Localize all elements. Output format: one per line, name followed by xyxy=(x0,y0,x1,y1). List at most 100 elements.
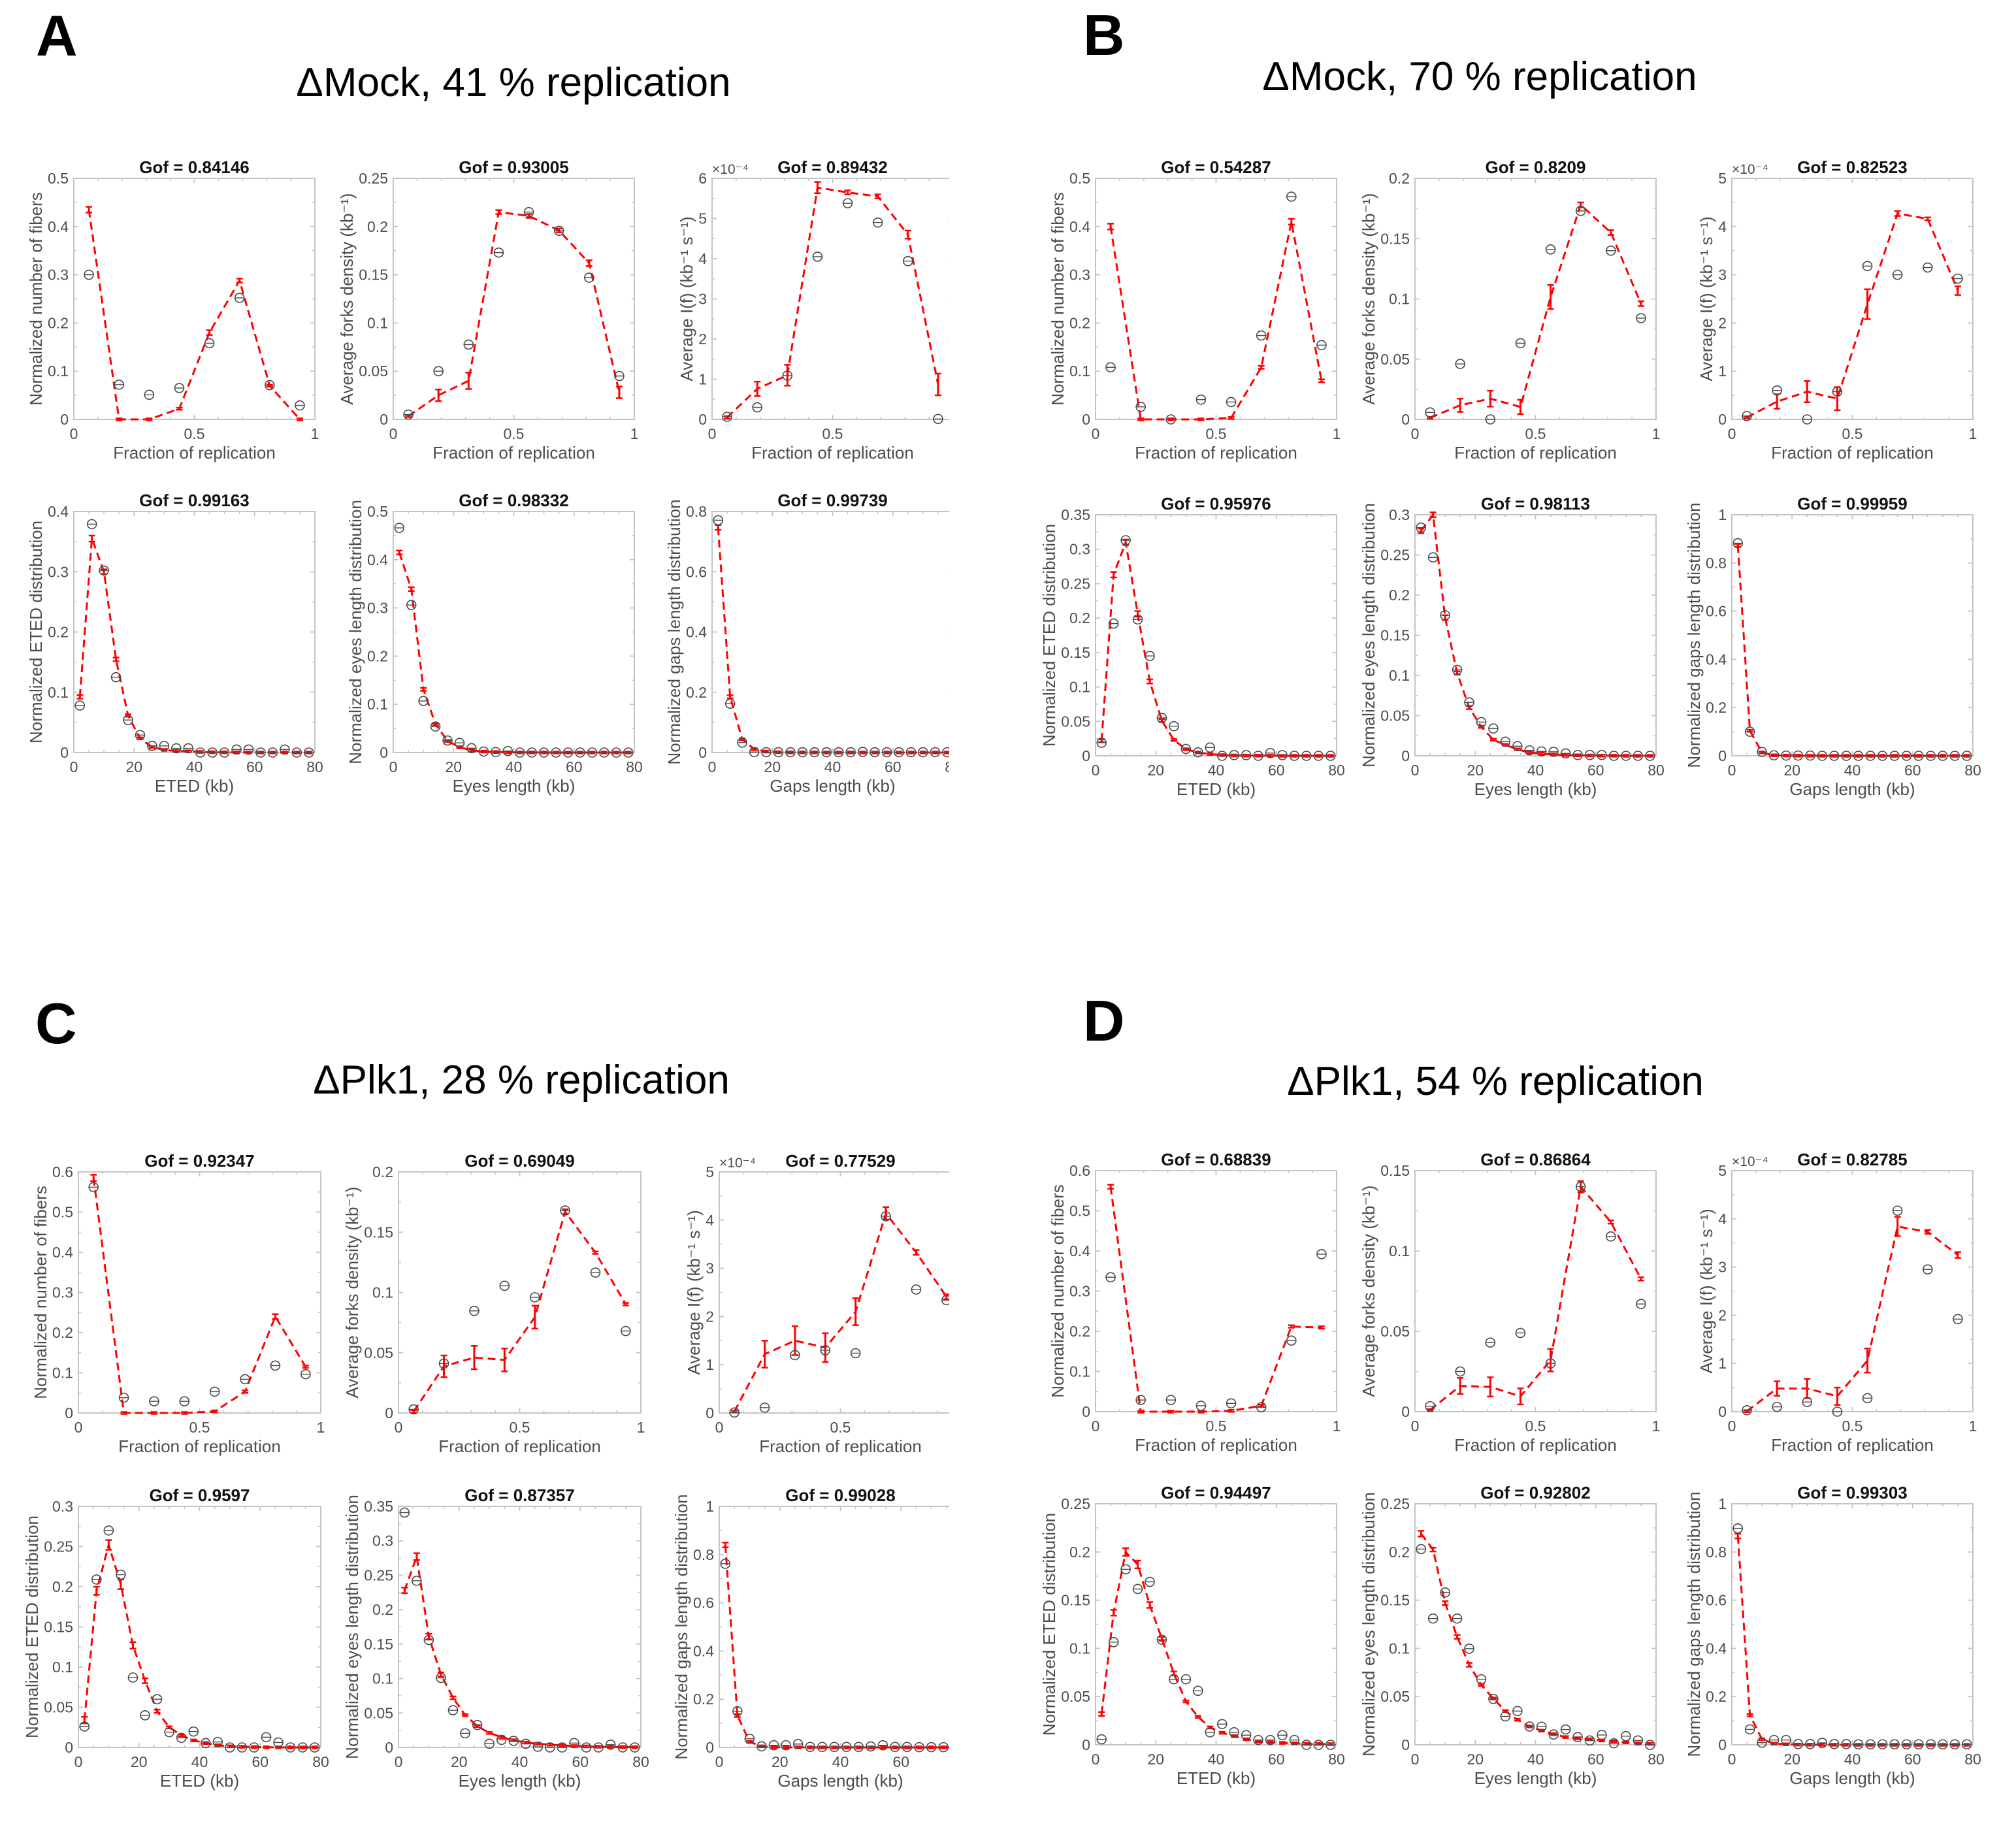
model-point xyxy=(592,1250,599,1255)
data-point xyxy=(1313,751,1324,761)
model-point xyxy=(1526,751,1533,754)
model-point xyxy=(1924,216,1931,221)
data-point xyxy=(231,744,242,755)
data-point xyxy=(729,1407,740,1418)
y-axis-label: Normalized gaps length distribution xyxy=(672,1494,691,1759)
data-point xyxy=(1606,1231,1616,1242)
y-axis-label: Average I(f) (kb⁻¹ s⁻¹) xyxy=(1697,216,1716,381)
gof-title: Gof = 0.99163 xyxy=(139,491,249,510)
model-point xyxy=(1207,752,1214,756)
data-point xyxy=(309,1742,320,1753)
data-point xyxy=(575,747,585,758)
model-point xyxy=(883,1206,890,1221)
data-point xyxy=(1865,1739,1876,1750)
model-point xyxy=(129,1641,137,1649)
y-tick-label: 0.6 xyxy=(1069,1162,1090,1179)
model-point xyxy=(1288,218,1295,226)
gof-title: Gof = 0.84146 xyxy=(139,157,249,177)
data-point xyxy=(850,1348,861,1359)
data-point xyxy=(176,1732,187,1744)
ticks xyxy=(1095,514,1337,756)
model-line xyxy=(1746,212,1959,419)
data-point xyxy=(722,412,732,422)
data-point xyxy=(918,747,928,758)
data-point xyxy=(463,339,474,350)
model-line xyxy=(1429,1184,1642,1411)
axes-box xyxy=(1095,514,1337,756)
model-point xyxy=(105,1539,112,1551)
data-point xyxy=(1913,1739,1924,1750)
x-tick-label: 1 xyxy=(949,425,958,442)
x-tick-label: 20 xyxy=(1783,1751,1800,1768)
x-tick-label: 80 xyxy=(626,758,643,775)
subplot-eted: 0 20 40 60 80 0 0.05 0.1 0.15 0.2 0.25 0.3 0.35Norma… xyxy=(1039,494,1345,799)
y-axis-label: Normalized eyes length distribution xyxy=(342,1495,362,1759)
data-point xyxy=(1560,1724,1571,1735)
model-point xyxy=(754,380,761,397)
x-tick-label: 0 xyxy=(1092,762,1100,779)
y-tick-label: 0.5 xyxy=(52,1204,73,1221)
y-tick-label: 5 xyxy=(698,210,707,227)
model-point xyxy=(425,1632,432,1640)
data-point xyxy=(1156,1634,1167,1645)
data-point xyxy=(797,747,808,758)
model-point xyxy=(1218,1730,1226,1735)
model-point xyxy=(1122,1547,1130,1557)
ticks xyxy=(1414,178,1657,420)
data-point xyxy=(1226,1398,1237,1409)
y-tick-label: 0.15 xyxy=(1061,644,1090,661)
y-tick-label: 0.2 xyxy=(48,314,69,331)
data-point xyxy=(144,389,155,400)
ticks xyxy=(1414,514,1657,756)
data-point xyxy=(557,1742,568,1753)
data-point xyxy=(905,747,917,758)
panel-letter: B xyxy=(1083,3,1125,67)
model-point xyxy=(470,1344,478,1371)
model-point xyxy=(814,181,821,195)
model-point xyxy=(1107,223,1114,231)
subplot-eyes-length: 0 20 40 60 80 0 0.05 0.1 0.15 0.2 0.25 0.3 0.35Norma… xyxy=(342,1485,649,1791)
model-point xyxy=(1819,1743,1826,1747)
data-point xyxy=(1865,751,1876,761)
y-tick-label: 0.1 xyxy=(1389,1640,1410,1657)
model-point xyxy=(1457,1377,1464,1395)
y-tick-label: 1 xyxy=(706,1356,714,1373)
data-point xyxy=(408,1404,419,1415)
model-point xyxy=(1110,571,1117,579)
y-tick-label: 0 xyxy=(385,1404,393,1421)
data-point xyxy=(523,206,534,218)
x-tick-label: 0 xyxy=(70,758,78,775)
data-point xyxy=(1132,614,1143,625)
model-point xyxy=(1547,284,1554,310)
model-line xyxy=(1746,1225,1959,1412)
y-tick-label: 0.3 xyxy=(52,1498,73,1515)
model-point xyxy=(1098,1711,1105,1717)
data-point xyxy=(152,1694,163,1704)
model-point xyxy=(615,385,623,399)
data-point xyxy=(149,1396,159,1406)
data-point xyxy=(280,744,290,755)
x-axis-label: ETED (kb) xyxy=(1177,779,1256,799)
y-tick-label: 0.3 xyxy=(367,600,388,617)
model-point xyxy=(462,1713,469,1717)
data-series xyxy=(394,523,634,758)
model-point xyxy=(408,586,415,592)
data-point xyxy=(412,1576,422,1586)
data-point xyxy=(219,747,230,758)
model-point xyxy=(405,414,412,418)
data-point xyxy=(478,746,489,757)
model-point xyxy=(272,1313,279,1320)
data-point xyxy=(732,1706,743,1717)
data-point xyxy=(195,747,206,758)
model-point xyxy=(1255,1740,1262,1744)
data-point xyxy=(442,735,453,746)
data-point xyxy=(493,247,504,258)
data-point xyxy=(820,1345,831,1355)
y-tick-label: 0.25 xyxy=(1061,1495,1090,1512)
data-point xyxy=(551,747,561,758)
x-tick-label: 60 xyxy=(252,1753,268,1770)
gof-title: Gof = 0.9597 xyxy=(150,1485,250,1505)
